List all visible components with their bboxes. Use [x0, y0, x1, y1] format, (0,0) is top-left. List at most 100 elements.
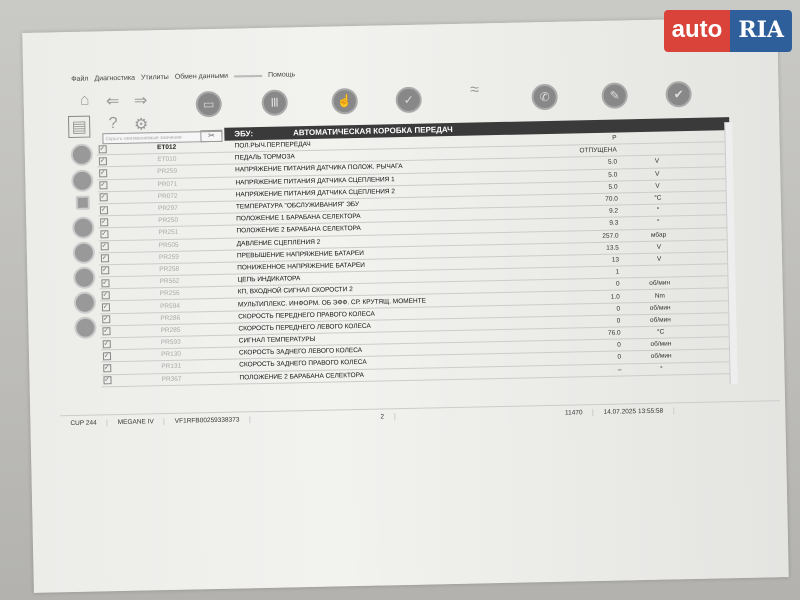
- param-value: 9.2: [608, 207, 619, 215]
- param-code: ET012: [157, 143, 177, 152]
- param-code: PR256: [159, 290, 180, 298]
- row-checkbox[interactable]: ✓: [102, 351, 112, 361]
- home-icon[interactable]: ⌂: [79, 91, 90, 109]
- autoria-logo: auto RIA: [663, 10, 792, 52]
- param-value: 0: [617, 353, 622, 362]
- param-unit: V: [656, 243, 662, 251]
- alert-icon[interactable]: [71, 169, 94, 192]
- param-value: 5.0: [608, 183, 618, 191]
- param-unit: °C: [654, 194, 662, 202]
- row-checkbox[interactable]: ✓: [103, 364, 112, 373]
- row-checkbox[interactable]: ✓: [101, 278, 110, 288]
- status-field: 14.07.2025 13:55:58: [593, 407, 675, 417]
- param-unit: V: [654, 158, 660, 166]
- print-icon[interactable]: ▤: [67, 115, 91, 139]
- forward-arrow-icon[interactable]: ⇒: [133, 92, 148, 110]
- param-unit: V: [656, 255, 662, 263]
- config-icon[interactable]: [73, 291, 97, 314]
- param-code: PR286: [160, 314, 181, 322]
- param-code: PR250: [158, 216, 179, 225]
- param-code: PR297: [157, 204, 178, 213]
- param-unit: Nm: [654, 292, 665, 300]
- row-checkbox[interactable]: ✓: [102, 327, 111, 336]
- param-code: PR367: [161, 375, 182, 383]
- ecu-icon[interactable]: ▭: [195, 90, 223, 118]
- param-value: 0: [616, 317, 621, 325]
- param-unit: об/мин: [650, 352, 672, 361]
- menu-icon[interactable]: [74, 316, 97, 339]
- param-unit: °C: [656, 328, 665, 336]
- row-checkbox[interactable]: ✓: [101, 266, 110, 275]
- row-checkbox[interactable]: ✓: [100, 230, 109, 239]
- param-value: 13.5: [606, 244, 619, 252]
- param-value: 257.0: [602, 232, 619, 240]
- row-checkbox[interactable]: ✓: [100, 217, 109, 227]
- menu-file[interactable]: Файл: [71, 75, 89, 83]
- row-checkbox[interactable]: ✓: [98, 157, 108, 166]
- param-code: PR259: [158, 253, 179, 261]
- row-checkbox[interactable]: ✓: [100, 242, 109, 251]
- param-code: PR562: [159, 277, 180, 286]
- param-unit: °: [656, 219, 660, 227]
- row-checkbox[interactable]: ✓: [103, 376, 112, 385]
- row-checkbox[interactable]: ✓: [99, 205, 109, 214]
- row-checkbox[interactable]: ✓: [101, 303, 111, 312]
- check-icon[interactable]: ✓: [395, 86, 422, 114]
- row-checkbox[interactable]: ✓: [101, 291, 110, 300]
- param-code: PR594: [159, 302, 180, 310]
- menu-data-exchange[interactable]: Обмен данными: [174, 72, 229, 81]
- param-value: 0: [617, 341, 621, 349]
- person-icon[interactable]: [72, 241, 96, 264]
- param-code: ET010: [157, 156, 177, 164]
- row-checkbox[interactable]: ✓: [98, 144, 107, 153]
- status-field: 2: [370, 413, 396, 421]
- param-value: 9.3: [609, 219, 619, 228]
- param-code: PR593: [160, 338, 181, 347]
- parameters-table: ✓ ET012 ПОЛ.РЫЧ.ПЕР.ПЕРЕДАЧ P ✓ ET010 ПЕДАЛЬ Т…: [96, 130, 738, 388]
- menu-diagnostics[interactable]: Диагностика: [94, 74, 136, 83]
- status-field: CUP 244: [60, 419, 108, 428]
- param-code: PR251: [158, 229, 179, 237]
- param-value: 76.0: [607, 329, 621, 337]
- connector-icon[interactable]: ≈: [469, 81, 480, 99]
- phone-icon[interactable]: ✆: [531, 83, 558, 111]
- menu-disabled: ▬▬▬▬: [233, 71, 263, 80]
- param-code: PR071: [157, 180, 178, 188]
- param-unit: об/мин: [649, 279, 671, 288]
- param-unit: [629, 271, 689, 272]
- menu-help[interactable]: Помощь: [267, 71, 296, 79]
- param-value: 1.0: [610, 293, 620, 301]
- param-code: PR505: [158, 241, 179, 249]
- row-checkbox[interactable]: ✓: [99, 193, 108, 202]
- menu-bar: Файл Диагностика Утилиты Обмен данными ▬…: [71, 71, 295, 83]
- row-checkbox[interactable]: ✓: [99, 181, 108, 190]
- logo-ria: RIA: [730, 10, 792, 52]
- param-code: PR072: [157, 192, 178, 201]
- test-icon[interactable]: [72, 216, 95, 239]
- printed-page: Файл Диагностика Утилиты Обмен данными ▬…: [22, 17, 789, 593]
- menu-utilities[interactable]: Утилиты: [140, 73, 169, 82]
- param-unit: мбар: [650, 231, 667, 239]
- repair-icon[interactable]: ✔: [665, 80, 692, 108]
- param-value: ОТПУЩЕНА: [579, 146, 617, 155]
- gearbox-icon[interactable]: Ⅲ: [261, 89, 289, 116]
- param-unit: [627, 137, 687, 138]
- gear-shift-icon[interactable]: [73, 266, 96, 289]
- param-unit: [627, 149, 687, 150]
- row-checkbox[interactable]: ✓: [102, 315, 111, 324]
- param-unit: °: [660, 365, 663, 373]
- status-field: 11470: [554, 409, 594, 417]
- param-unit: об/мин: [649, 304, 671, 312]
- param-code: PR130: [160, 350, 181, 359]
- back-arrow-icon[interactable]: ⇐: [105, 92, 120, 111]
- warning-icon[interactable]: [70, 143, 94, 166]
- row-checkbox[interactable]: ✓: [99, 169, 108, 178]
- param-value: 0: [616, 305, 621, 313]
- row-checkbox[interactable]: ✓: [102, 339, 111, 348]
- param-value: 70.0: [605, 195, 618, 203]
- row-checkbox[interactable]: ✓: [100, 254, 110, 263]
- tool-icon[interactable]: ✎: [601, 82, 628, 109]
- param-code: PR258: [159, 265, 180, 274]
- touch-icon[interactable]: ☝: [331, 87, 358, 115]
- module-icon[interactable]: [75, 195, 90, 210]
